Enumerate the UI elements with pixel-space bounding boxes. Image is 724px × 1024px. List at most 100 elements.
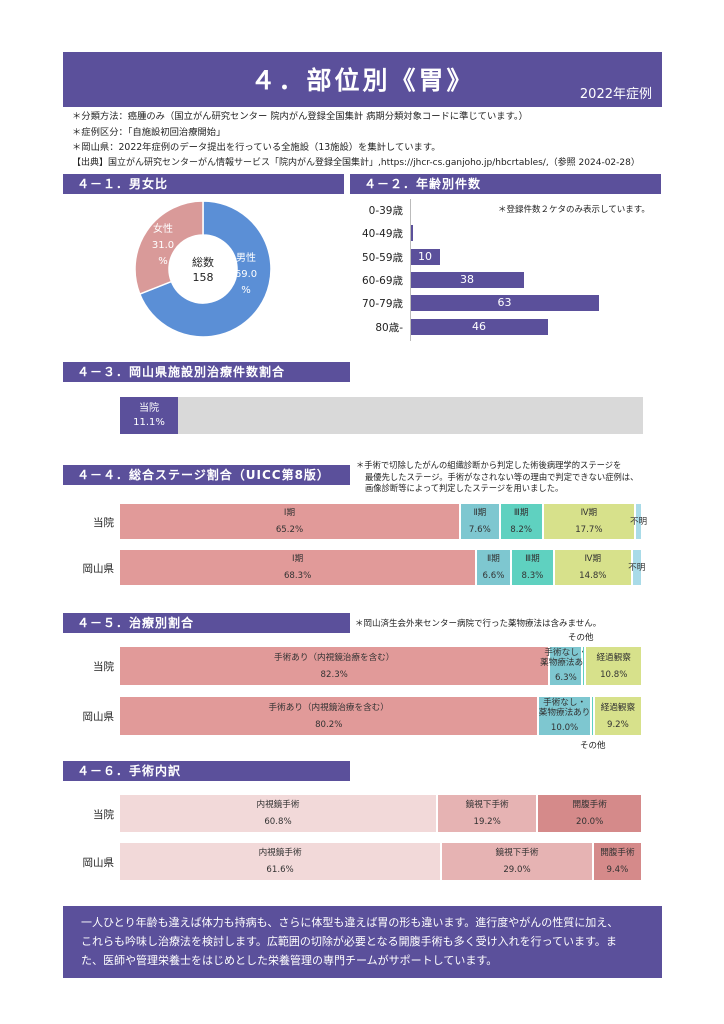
segment-pct: 17.7% [575,525,603,535]
page-title: ４．部位別《胃》 [250,66,475,95]
page-header: ４．部位別《胃》 2022年症例 [63,52,662,107]
facility-own-pct: 11.1% [133,416,165,428]
note-source: 【出典】国立がん研究センターがん情報サービス「院内がん登録全国集計」,https… [72,157,640,168]
female-slice [134,200,204,296]
bar-segment: 内視鏡手術 61.6% [120,843,443,880]
row-label: 当院 [93,808,114,821]
age-label: 80歳- [375,321,403,334]
stacked-bar: 内視鏡手術 60.8% 鏡視下手術 19.2% 開腹手術 20.0% [120,795,643,832]
segment-pct: 10.8% [600,669,628,680]
bar-segment: 不明 [628,550,645,585]
segment-name: 薬物療法あり [540,657,592,668]
bar-segment: 手術あり（内視鏡治療を含む） 80.2% [120,697,540,735]
age-bar: 63 [410,295,599,312]
segment-name: 不明 [628,562,646,573]
segment-name: 薬物療法あり [538,707,591,718]
footer-message: 一人ひとり年齢も違えば体力も持病も、さらに体型も違えば胃の形も違います。進行度や… [63,906,662,978]
stacked-bar: Ⅰ期 68.3% Ⅱ期 6.6% Ⅲ期 8.3% Ⅳ期 14.8% 不明 [120,550,645,585]
total-label: 総数 [192,256,214,269]
stage-note-line: ＊手術で切除したがんの組織診断から判定した術後病理学的ステージを [356,460,622,470]
section-surgery: ４－６．手術内訳 [63,761,350,781]
facility-bar: 当院 11.1% [120,397,643,434]
segment-name: 手術なし・ [543,697,587,708]
bar-segment: Ⅱ期 6.6% [477,550,512,585]
segment-pct: 61.6% [266,865,294,875]
age-bar: 46 [410,318,548,335]
bar-segment: 手術あり（内視鏡治療を含む） 82.3% [120,647,551,685]
bar-segment: Ⅰ期 68.3% [120,550,478,585]
stacked-bar: 手術あり（内視鏡治療を含む） 82.3% 手術なし・ 薬物療法あり 6.3% 経過観察 10… [120,647,643,685]
row-label: 岡山県 [82,856,115,869]
stacked-bar: 内視鏡手術 61.6% 鏡視下手術 29.0% 開腹手術 9.4% [120,843,643,880]
stacked-bar: 手術あり（内視鏡治療を含む） 80.2% 手術なし・ 薬物療法あり 10.0% 経過観察 9… [120,697,643,735]
bar-segment: 鏡視下手術 29.0% [442,843,594,880]
footer-line: これらも吟味し治療法を検討します。広範囲の切除が必要となる開腹手術も多く受け入れ… [81,935,617,948]
row-label: 岡山県 [82,562,115,575]
segment-pct: 20.0% [576,817,604,827]
bar-segment [583,647,587,685]
segment-name: 内視鏡手術 [256,800,300,810]
age-bar: 38 [410,271,524,288]
segment-pct: 6.3% [554,672,577,683]
case-year: 2022年症例 [579,87,652,102]
male-label: 男性 69.0 % [231,251,261,299]
segment-pct: 65.2% [275,525,304,535]
age-label: 70-79歳 [361,298,403,311]
bar-segment: 開腹手術 9.4% [593,843,643,880]
footer-line: 一人ひとり年齢も違えば体力も持病も、さらに体型も違えば胃の形も違います。進行度や… [81,916,619,929]
segment-name: Ⅰ期 [292,554,304,564]
segment-pct: 82.3% [320,669,348,680]
female-label: 女性 31.0 % [146,222,180,270]
segment-pct: 14.8% [579,571,607,581]
facility-own-share: 当院 11.1% [120,397,179,434]
segment-pct: 68.3% [283,571,312,581]
age-bar [410,225,413,242]
male-pct: 69.0 [234,269,258,280]
bar-segment: 経過観察 10.8% [586,647,643,685]
male-unit: % [241,285,251,296]
segment-name: Ⅰ期 [283,508,296,518]
segment-name: 鏡視下手術 [495,848,539,858]
segment-pct: 9.4% [606,865,629,875]
note-line: ＊岡山県：2022年症例のデータ提出を行っている全施設（13施設）を集計していま… [72,142,441,153]
stage-note-line: 最優先したステージ。手術がなされない等の理由で判定できない症例は、 [365,471,639,482]
male-name: 男性 [236,253,256,264]
segment-name: Ⅱ期 [487,554,500,564]
facility-own-label: 当院 [139,402,160,414]
treatment-note: ＊岡山済生会外来センター病院で行った薬物療法は含みません。 [355,619,602,629]
donut-center: 総数 158 [178,255,228,285]
segment-name: Ⅲ期 [513,508,529,518]
bar-segment: 開腹手術 20.0% [538,795,643,832]
segment-pct: 80.2% [315,719,343,730]
section-age: ４－２．年齢別件数 [350,174,661,194]
segment-pct: 6.6% [482,571,505,581]
female-pct: 31.0 [151,240,175,251]
segment-name: 手術あり（内視鏡治療を含む） [274,652,395,663]
segment-name: 経過観察 [600,702,636,713]
stage-note: ＊手術で切除したがんの組織診断から判定した術後病理学的ステージを 最優先したステ… [356,460,638,495]
notes: ＊分類方法：癌腫のみ（国立がん研究センター 院内がん登録全国集計 病期分類対象コ… [72,109,692,171]
segment-pct: 9.2% [606,719,629,730]
stacked-bar: Ⅰ期 65.2% Ⅱ期 7.6% Ⅲ期 8.2% Ⅳ期 17.7% 不明 [120,504,647,539]
segment-name: Ⅲ期 [525,554,540,564]
age-label: 50-59歳 [361,251,403,264]
section-stage: ４－４．総合ステージ割合（UICC第8版） [63,465,350,485]
bar-segment: 不明 [630,504,647,539]
bar-segment: 手術なし・ 薬物療法あり 10.0% [538,697,592,735]
other-label-top: その他 [568,633,594,643]
age-bar: 10 [410,248,440,265]
other-label-bottom: その他 [580,741,606,751]
segment-name: 手術なし・ [544,647,588,658]
segment-pct: 60.8% [264,817,292,827]
bar-segment: Ⅲ期 8.2% [500,504,544,539]
row-label: 当院 [93,516,114,529]
footer-line: た、医師や管理栄養士をはじめとした栄養管理の専門チームがサポートしています。 [81,954,498,967]
female-name: 女性 [153,224,173,235]
note-line: ＊分類方法：癌腫のみ（国立がん研究センター 院内がん登録全国集計 病期分類対象コ… [72,111,528,122]
segment-name: Ⅳ期 [580,508,598,518]
bar-segment: 手術なし・ 薬物療法あり 6.3% [540,647,592,685]
segment-name: 内視鏡手術 [258,848,302,858]
segment-name: 鏡視下手術 [465,800,509,810]
bar-segment [591,697,595,735]
segment-pct: 10.0% [550,722,579,733]
